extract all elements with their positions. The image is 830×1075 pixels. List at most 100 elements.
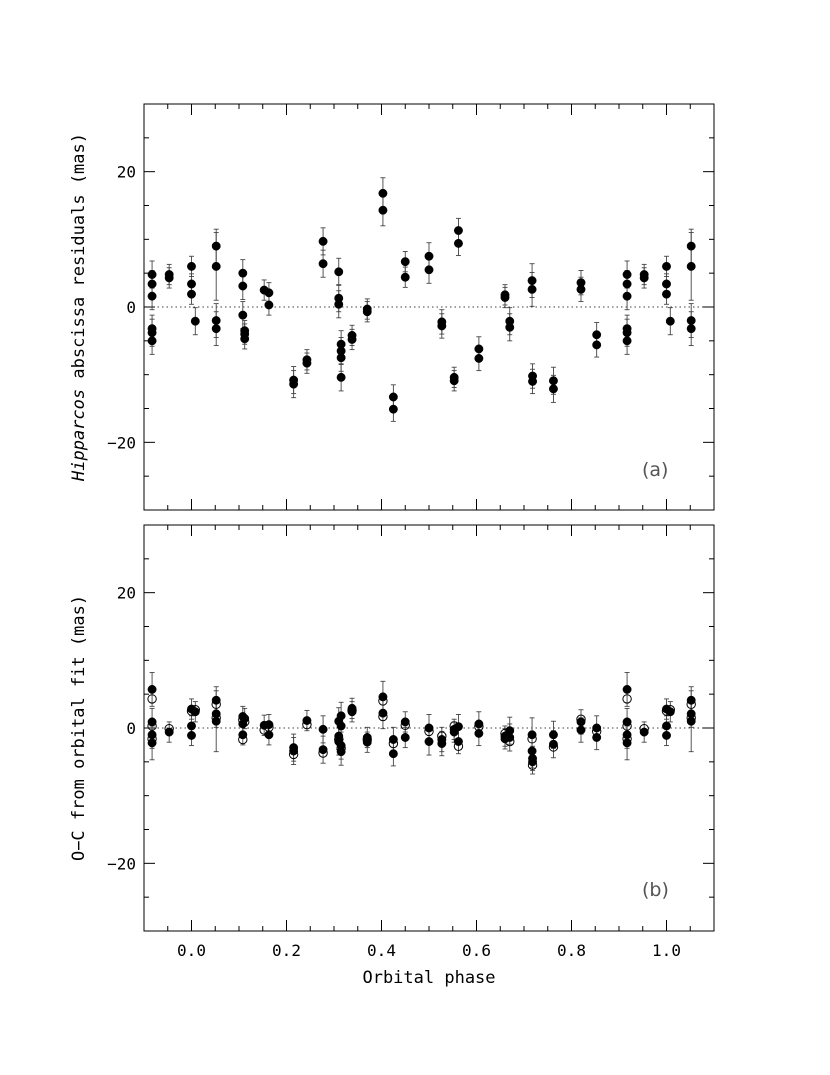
open-data-point bbox=[424, 726, 434, 737]
filled-data-point bbox=[622, 684, 632, 694]
filled-data-point bbox=[187, 261, 196, 271]
open-data-point bbox=[147, 721, 157, 731]
filled-data-point bbox=[686, 716, 696, 726]
open-data-point bbox=[240, 717, 250, 727]
filled-data-point bbox=[528, 376, 537, 386]
y-tick-label: 20 bbox=[117, 584, 136, 603]
filled-data-point bbox=[662, 289, 671, 299]
filled-data-point bbox=[388, 392, 398, 402]
filled-data-point bbox=[289, 379, 299, 389]
y-tick-label: 20 bbox=[117, 163, 136, 182]
filled-data-point bbox=[528, 757, 537, 767]
open-data-point bbox=[576, 714, 586, 724]
filled-data-point bbox=[147, 328, 157, 338]
open-data-point bbox=[500, 728, 510, 739]
x-tick-label: 0.4 bbox=[367, 941, 396, 960]
y-axis-title-italic: Hipparcos bbox=[69, 389, 89, 482]
filled-data-point bbox=[164, 727, 174, 737]
open-data-point bbox=[388, 738, 399, 749]
open-data-point bbox=[437, 731, 447, 741]
filled-data-point bbox=[211, 241, 221, 251]
filled-data-point bbox=[622, 291, 632, 301]
filled-data-point bbox=[449, 376, 459, 386]
open-data-point bbox=[238, 715, 248, 725]
filled-data-point bbox=[662, 279, 671, 289]
filled-data-point bbox=[474, 353, 484, 363]
filled-data-point bbox=[400, 717, 410, 727]
open-data-point bbox=[661, 706, 672, 716]
panel-a: −20 0 20 (a) Hipparcos abscissa residuals … bbox=[69, 103, 715, 511]
open-data-point bbox=[164, 723, 174, 734]
filled-data-point bbox=[454, 238, 463, 248]
x-tick-label: 0.0 bbox=[177, 941, 206, 960]
filled-data-point bbox=[336, 711, 346, 721]
filled-data-point bbox=[302, 358, 312, 368]
open-data-point bbox=[190, 705, 201, 715]
filled-data-point bbox=[400, 257, 410, 267]
filled-data-point bbox=[147, 270, 157, 279]
filled-data-point bbox=[318, 236, 328, 246]
filled-data-point bbox=[622, 270, 632, 279]
filled-data-point bbox=[388, 749, 398, 759]
open-data-point bbox=[147, 734, 157, 744]
filled-data-point bbox=[264, 300, 274, 310]
filled-data-point bbox=[662, 730, 671, 740]
filled-data-point bbox=[592, 723, 602, 733]
filled-data-point bbox=[211, 261, 221, 271]
filled-data-point bbox=[336, 353, 346, 363]
y-tick-label: −20 bbox=[107, 433, 136, 452]
filled-data-point bbox=[576, 284, 586, 294]
open-data-point bbox=[147, 694, 157, 704]
filled-data-point bbox=[662, 721, 671, 731]
filled-data-point bbox=[527, 276, 537, 286]
open-data-point bbox=[505, 736, 515, 747]
filled-data-point bbox=[147, 684, 157, 694]
filled-data-point bbox=[211, 324, 221, 334]
filled-data-point bbox=[400, 272, 410, 282]
filled-data-point bbox=[527, 284, 537, 294]
filled-data-point bbox=[576, 725, 586, 735]
open-data-point bbox=[211, 713, 221, 723]
open-data-point bbox=[622, 721, 632, 731]
filled-data-point bbox=[362, 307, 372, 317]
filled-data-point bbox=[592, 330, 602, 340]
filled-data-point bbox=[238, 281, 248, 291]
filled-data-point bbox=[190, 316, 200, 326]
filled-data-point bbox=[527, 746, 537, 756]
filled-data-point bbox=[211, 316, 221, 325]
filled-data-point bbox=[378, 188, 388, 198]
open-data-point bbox=[347, 705, 357, 716]
open-data-point bbox=[186, 706, 197, 716]
open-data-point bbox=[378, 696, 388, 706]
x-tick-label: 1.0 bbox=[652, 941, 681, 960]
filled-data-point bbox=[474, 344, 484, 354]
filled-data-point bbox=[378, 708, 388, 718]
filled-data-point bbox=[238, 268, 248, 278]
filled-data-point bbox=[238, 730, 248, 740]
filled-data-point bbox=[622, 336, 632, 346]
open-data-point bbox=[449, 721, 459, 731]
open-data-point bbox=[211, 699, 221, 710]
filled-data-point bbox=[336, 747, 346, 757]
open-data-point bbox=[686, 713, 696, 723]
y-tick-label: 0 bbox=[126, 719, 136, 738]
open-data-point bbox=[622, 734, 632, 744]
x-axis-title: Orbital phase bbox=[362, 968, 495, 988]
filled-data-point bbox=[424, 723, 434, 733]
open-data-point bbox=[336, 743, 346, 753]
x-tick-label: 0.8 bbox=[557, 941, 586, 960]
open-data-point bbox=[686, 699, 696, 710]
filled-data-point bbox=[592, 340, 602, 350]
filled-data-point bbox=[549, 739, 558, 749]
filled-data-point bbox=[164, 270, 174, 279]
open-data-point bbox=[639, 723, 649, 734]
panel-b-y-axis-title: O−C from orbital fit (mas) bbox=[69, 595, 89, 861]
filled-data-point bbox=[549, 376, 558, 386]
filled-data-point bbox=[240, 334, 250, 344]
filled-data-point bbox=[639, 727, 649, 737]
open-data-point bbox=[453, 741, 464, 751]
panel-a-y-axis-title: Hipparcos abscissa residuals (mas) bbox=[69, 133, 89, 482]
filled-data-point bbox=[474, 728, 484, 738]
filled-data-point bbox=[147, 279, 157, 289]
open-data-point bbox=[318, 748, 328, 758]
